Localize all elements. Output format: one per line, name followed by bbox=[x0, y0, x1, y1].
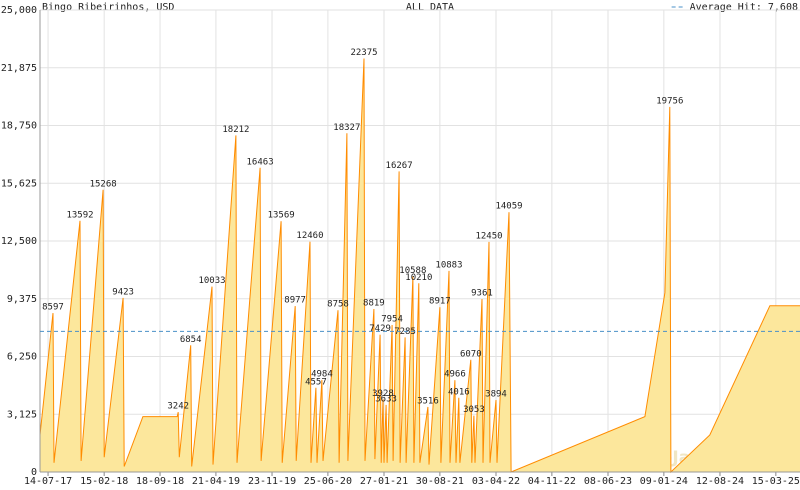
line bbox=[39, 58, 800, 474]
x-tick-label: 30-08-21 bbox=[416, 476, 464, 487]
y-tick-label: 12,500 bbox=[1, 236, 37, 247]
legend-label: Average Hit: 7,608 bbox=[690, 2, 798, 13]
data-label: 12450 bbox=[475, 231, 502, 241]
data-label: 10033 bbox=[198, 276, 225, 286]
data-label: 18327 bbox=[333, 123, 360, 133]
y-tick-label: 21,875 bbox=[1, 63, 37, 74]
x-tick-label: 25-06-20 bbox=[304, 476, 352, 487]
data-label: 3516 bbox=[417, 397, 439, 407]
data-label: 9423 bbox=[112, 287, 134, 297]
y-tick-label: 0 bbox=[31, 467, 37, 478]
data-label: 3894 bbox=[485, 390, 507, 400]
data-label: 6070 bbox=[460, 349, 482, 359]
x-tick-label: 15-03-25 bbox=[752, 476, 800, 487]
data-label: 16267 bbox=[386, 161, 413, 171]
x-tick-label: 14-07-17 bbox=[24, 476, 72, 487]
data-label: 3633 bbox=[375, 394, 397, 404]
x-tick-label: 23-11-19 bbox=[248, 476, 296, 487]
data-label: 8819 bbox=[363, 299, 385, 309]
data-label: 14059 bbox=[495, 202, 522, 212]
x-tick-label: 12-08-24 bbox=[696, 476, 744, 487]
data-label: 10883 bbox=[435, 260, 462, 270]
data-label: 6854 bbox=[180, 335, 202, 345]
x-tick-label: 04-11-22 bbox=[528, 476, 576, 487]
data-label: 4966 bbox=[444, 370, 466, 380]
data-label: 9361 bbox=[471, 289, 493, 299]
data-label: 13592 bbox=[66, 210, 93, 220]
data-label: 3053 bbox=[463, 405, 485, 415]
chart-subtitle: ALL DATA bbox=[406, 2, 454, 13]
y-tick-label: 25,000 bbox=[1, 5, 37, 16]
data-label: 8758 bbox=[327, 300, 349, 310]
chart-title: Bingo Ribeirinhos, USD bbox=[42, 2, 174, 13]
y-tick-label: 6,250 bbox=[7, 352, 37, 363]
x-tick-label: 27-01-21 bbox=[360, 476, 408, 487]
data-label: 7954 bbox=[381, 315, 403, 325]
x-tick-label: 09-01-24 bbox=[640, 476, 688, 487]
data-label: 4984 bbox=[311, 369, 333, 379]
x-tick-label: 18-09-18 bbox=[136, 476, 184, 487]
data-label: 4557 bbox=[305, 377, 327, 387]
x-tick-label: 08-06-23 bbox=[584, 476, 632, 487]
data-label: 16463 bbox=[247, 157, 274, 167]
data-label: 8977 bbox=[284, 296, 306, 306]
y-tick-label: 3,125 bbox=[7, 409, 37, 420]
data-label: 10588 bbox=[399, 266, 426, 276]
data-label: 13569 bbox=[268, 211, 295, 221]
data-label: 3242 bbox=[167, 402, 189, 412]
x-tick-label: 21-04-19 bbox=[192, 476, 240, 487]
data-label: 19756 bbox=[656, 96, 683, 106]
x-tick-label: 15-02-18 bbox=[80, 476, 128, 487]
x-tick-label: 03-04-22 bbox=[472, 476, 520, 487]
data-label: 10210 bbox=[405, 273, 432, 283]
data-label: 4016 bbox=[448, 387, 470, 397]
y-tick-label: 9,375 bbox=[7, 294, 37, 305]
y-tick-label: 18,750 bbox=[1, 121, 37, 132]
data-label: 7429 bbox=[369, 324, 391, 334]
data-label: 15268 bbox=[90, 179, 117, 189]
data-label: 22375 bbox=[350, 48, 377, 58]
area bbox=[40, 58, 800, 472]
data-label: 12460 bbox=[296, 231, 323, 241]
y-tick-label: 15,625 bbox=[1, 178, 37, 189]
data-label: 8917 bbox=[429, 297, 451, 307]
data-label: 3928 bbox=[372, 389, 394, 399]
data-label: 18212 bbox=[222, 125, 249, 135]
data-label: 8597 bbox=[42, 303, 64, 313]
